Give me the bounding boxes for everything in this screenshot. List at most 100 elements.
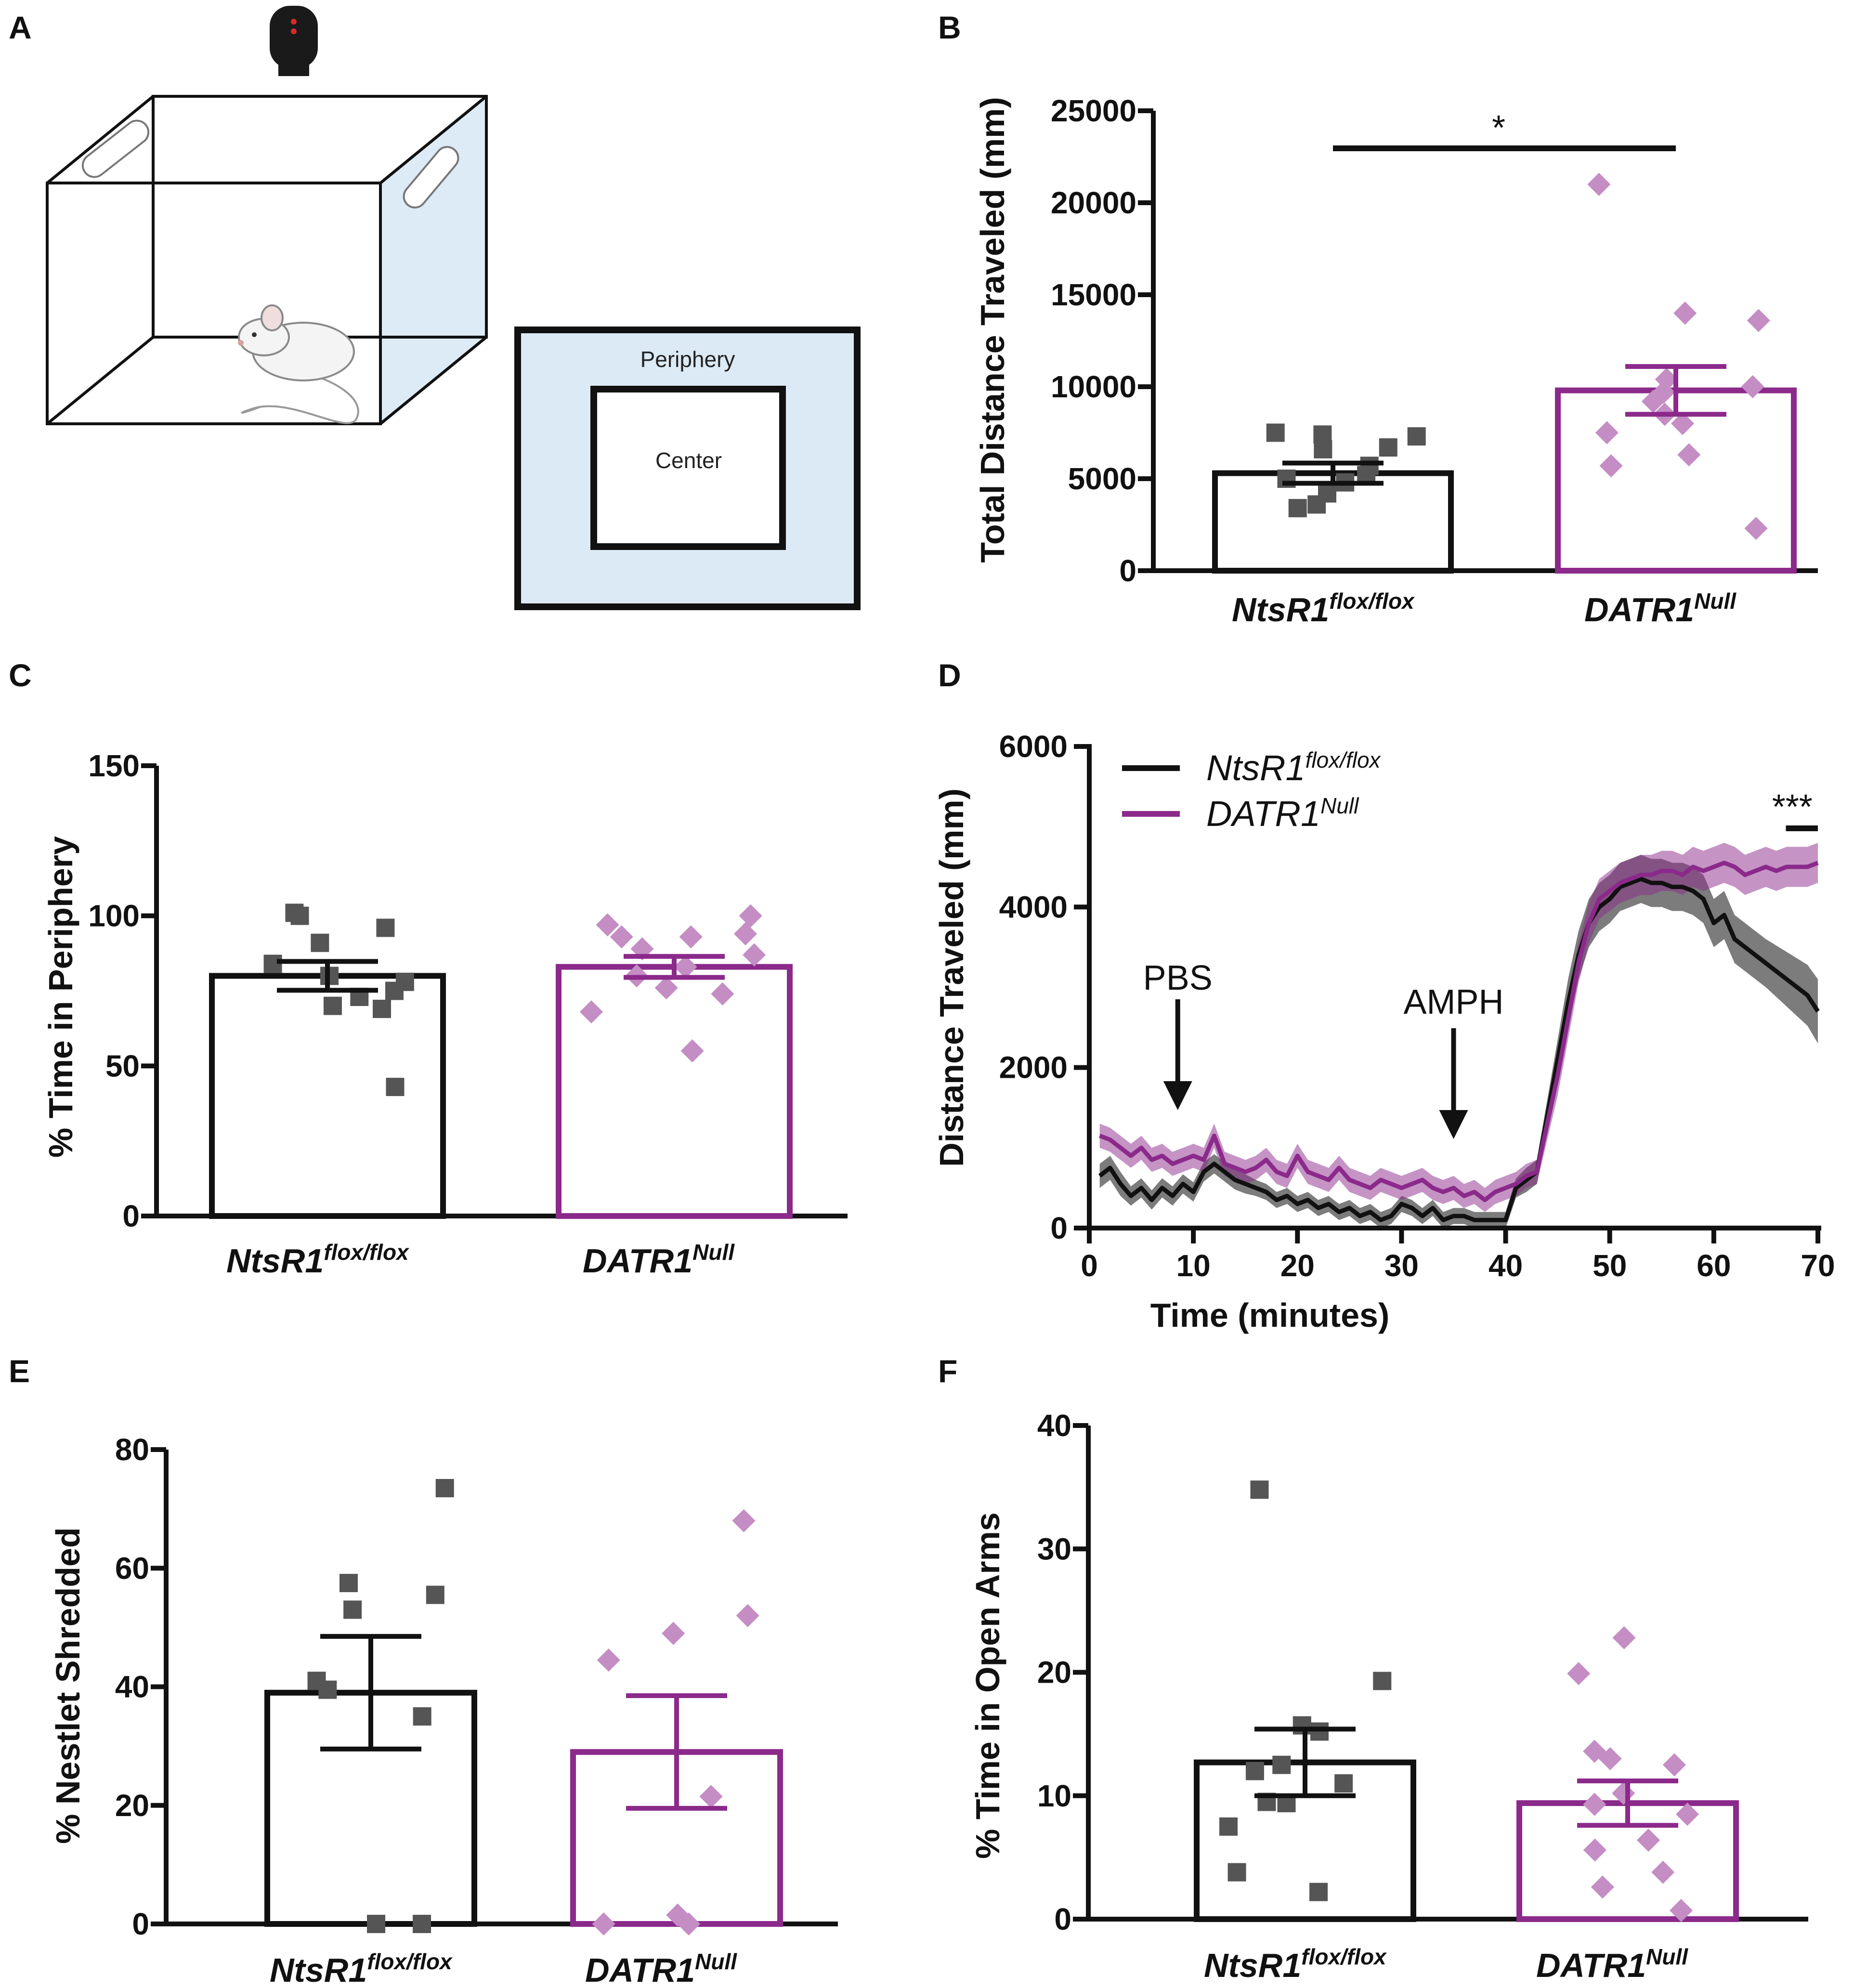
category-name: NtsR1 bbox=[1232, 591, 1329, 628]
chart-f-point-ntsr1 bbox=[1227, 1863, 1246, 1882]
chart-e-point-datr1 bbox=[592, 1912, 615, 1936]
chart-c-point-ntsr1 bbox=[376, 918, 395, 937]
chart-f-point-datr1 bbox=[1651, 1860, 1675, 1884]
chart-f-point-datr1 bbox=[1591, 1875, 1614, 1899]
chart-d-xtick-label: 50 bbox=[1593, 1248, 1627, 1283]
panel-label-d: D bbox=[938, 657, 961, 693]
category-sup: Null bbox=[695, 1949, 737, 1974]
chart-f-category-label: NtsR1flox/flox bbox=[1204, 1944, 1387, 1984]
chart-d-xtick-label: 40 bbox=[1488, 1248, 1523, 1283]
chart-b-bar-datr1 bbox=[1555, 387, 1797, 574]
chart-d-sem-band-ntsr1 bbox=[1099, 855, 1818, 1228]
chart-f-point-ntsr1 bbox=[1309, 1883, 1328, 1901]
category-sup: flox/flox bbox=[1301, 1944, 1387, 1969]
chart-e-point-datr1 bbox=[662, 1622, 685, 1645]
chart-d-line-datr1 bbox=[1098, 861, 1819, 1203]
open-field-schematic bbox=[46, 6, 488, 425]
chart-f-point-datr1 bbox=[1675, 1803, 1699, 1826]
chart-b-point-ntsr1 bbox=[1314, 440, 1332, 458]
chart-f-point-ntsr1 bbox=[1219, 1817, 1238, 1836]
chart-d-xlabel: Time (minutes) bbox=[1150, 1296, 1390, 1334]
legend-sup-ntsr1: flox/flox bbox=[1306, 747, 1382, 772]
chart-d-annotation-label: PBS bbox=[1143, 959, 1213, 997]
panel-label-a: A bbox=[9, 10, 32, 45]
chart-f-point-ntsr1 bbox=[1272, 1755, 1291, 1774]
category-sup: flox/flox bbox=[1329, 589, 1415, 614]
chart-b-point-datr1 bbox=[1744, 517, 1768, 540]
chart-c-point-ntsr1 bbox=[323, 996, 342, 1015]
legend-label-datr1: DATR1Null bbox=[1206, 793, 1359, 834]
chart-b-ytick-label: 10000 bbox=[1051, 369, 1136, 404]
legend-name-ntsr1: NtsR1 bbox=[1206, 748, 1306, 788]
chart-d-significance: *** bbox=[1772, 788, 1813, 826]
chart-f-ytick-label: 20 bbox=[1037, 1655, 1071, 1690]
panel-label-b: B bbox=[938, 10, 961, 45]
chart-c-point-datr1 bbox=[579, 1000, 603, 1024]
chart-c-category-label: NtsR1flox/flox bbox=[226, 1240, 410, 1280]
chart-b-ytick-label: 20000 bbox=[1051, 185, 1136, 220]
chart-e-point-datr1 bbox=[597, 1648, 620, 1672]
chart-e-ytick-label: 20 bbox=[115, 1788, 149, 1823]
chart-c-ytick-label: 0 bbox=[122, 1199, 140, 1233]
chart-f-point-ntsr1 bbox=[1245, 1762, 1264, 1780]
category-name: NtsR1 bbox=[226, 1242, 324, 1280]
chart-e-ylabel: % Nestlet Shredded bbox=[49, 1527, 87, 1844]
chart-d-ylabel: Distance Traveled (mm) bbox=[933, 788, 970, 1167]
chart-d-xtick-label: 10 bbox=[1176, 1248, 1211, 1283]
chart-e-ytick-label: 0 bbox=[132, 1907, 149, 1941]
chart-c-point-ntsr1 bbox=[385, 981, 404, 1000]
chart-f-point-datr1 bbox=[1567, 1662, 1591, 1686]
chart-c-point-datr1 bbox=[739, 904, 762, 928]
chart-f-ytick-label: 40 bbox=[1037, 1408, 1071, 1443]
category-name: DATR1 bbox=[1536, 1947, 1646, 1984]
category-name: NtsR1 bbox=[1204, 1947, 1301, 1984]
chart-e-point-datr1 bbox=[732, 1509, 756, 1532]
chart-d-arrow-head bbox=[1439, 1110, 1468, 1139]
chart-d-annotation-label: AMPH bbox=[1403, 983, 1503, 1021]
arena-zones-schematic: Periphery Center bbox=[514, 327, 861, 610]
chart-f-open-arms: % Time in Open Arms 0 10 20 30 40 NtsR1flox/… bbox=[969, 1408, 1808, 1984]
chart-d-line-ntsr1 bbox=[1098, 876, 1820, 1222]
chart-f-point-ntsr1 bbox=[1373, 1672, 1392, 1690]
category-name: DATR1 bbox=[1584, 591, 1694, 628]
panel-label-c: C bbox=[9, 657, 32, 693]
chart-e-point-ntsr1 bbox=[435, 1479, 454, 1498]
chart-b-ytick-label: 0 bbox=[1119, 553, 1136, 588]
chart-e-ytick-label: 40 bbox=[115, 1670, 149, 1704]
chart-b-point-ntsr1 bbox=[1379, 438, 1397, 457]
chart-c-ytick-label: 100 bbox=[88, 899, 140, 933]
chart-c-point-ntsr1 bbox=[386, 1077, 405, 1096]
chart-d-xtick-label: 70 bbox=[1801, 1248, 1835, 1283]
chart-d-timecourse: Distance Traveled (mm) Time (minutes) 0 2… bbox=[933, 729, 1835, 1334]
chart-e-ytick-label: 80 bbox=[115, 1432, 149, 1467]
chart-c-point-datr1 bbox=[733, 922, 757, 946]
chart-d-ytick-label: 4000 bbox=[999, 889, 1068, 924]
legend-label-ntsr1: NtsR1flox/flox bbox=[1206, 747, 1382, 788]
panel-label-e: E bbox=[9, 1353, 30, 1389]
chart-e-point-ntsr1 bbox=[413, 1915, 431, 1933]
category-sup: flox/flox bbox=[324, 1240, 410, 1265]
cage-handle-left bbox=[81, 119, 150, 178]
chart-f-point-datr1 bbox=[1637, 1828, 1660, 1852]
category-sup: Null bbox=[1646, 1944, 1688, 1969]
chart-d-ytick-label: 0 bbox=[1050, 1211, 1068, 1245]
chart-e-nestlet: % Nestlet Shredded 0 20 40 60 80 NtsR1flox/f… bbox=[49, 1432, 838, 1988]
chart-d-sem-band-datr1 bbox=[1099, 843, 1818, 1212]
chart-d-xtick-label: 60 bbox=[1697, 1248, 1731, 1283]
camera-icon bbox=[270, 6, 318, 76]
chart-f-category-label: DATR1Null bbox=[1536, 1944, 1688, 1984]
chart-d-ytick-label: 2000 bbox=[999, 1050, 1068, 1085]
chart-c-point-datr1 bbox=[680, 1039, 704, 1063]
chart-c-time-periphery: % Time in Periphery 0 50 100 150 NtsR1flox/… bbox=[42, 748, 848, 1280]
chart-c-bar-ntsr1 bbox=[209, 973, 446, 1219]
chart-b-point-datr1 bbox=[1587, 172, 1611, 196]
chart-b-ytick-label: 5000 bbox=[1068, 461, 1136, 496]
center-label: Center bbox=[655, 448, 722, 473]
chart-e-ytick-label: 60 bbox=[115, 1551, 149, 1585]
chart-b-point-ntsr1 bbox=[1407, 427, 1426, 446]
chart-c-point-datr1 bbox=[679, 925, 703, 949]
chart-d-xtick-label: 20 bbox=[1280, 1248, 1315, 1283]
chart-b-ytick-label: 15000 bbox=[1051, 277, 1136, 312]
chart-b-point-datr1 bbox=[1677, 443, 1701, 467]
